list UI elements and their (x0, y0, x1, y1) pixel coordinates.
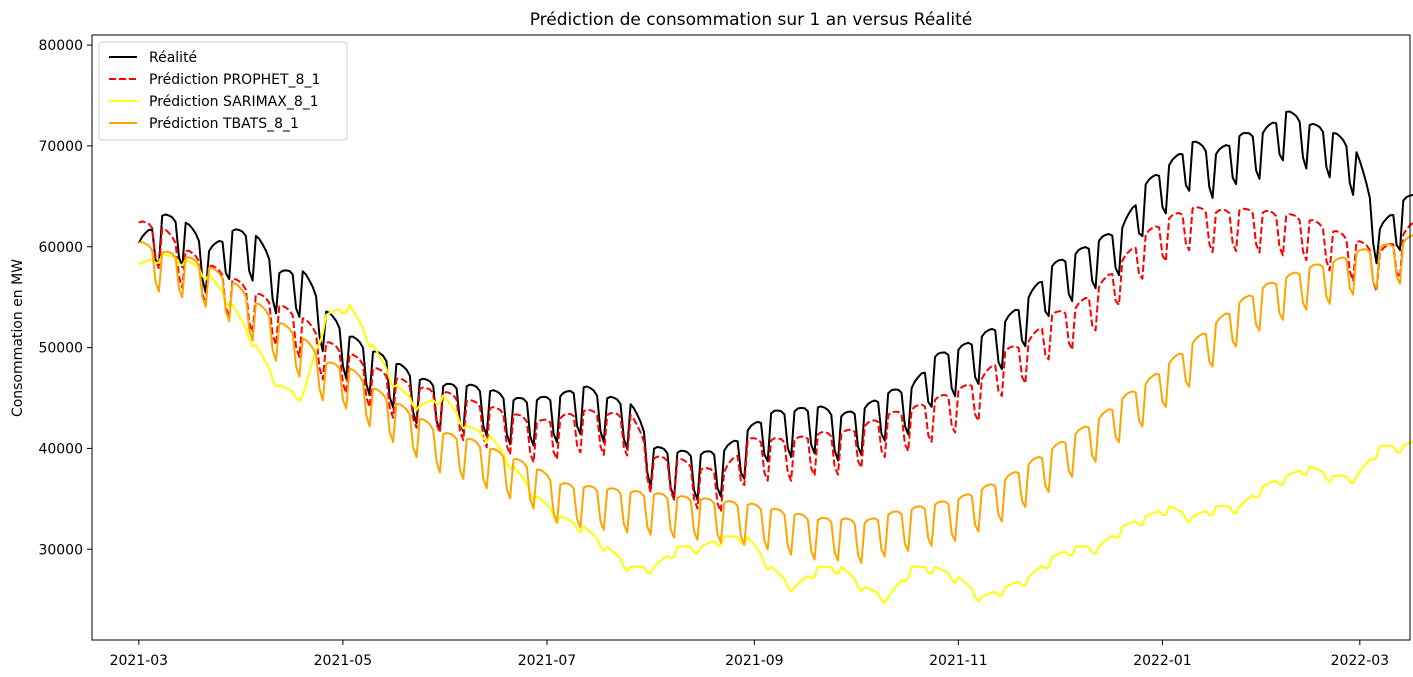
legend-label: Prédiction PROPHET_8_1 (149, 72, 320, 88)
chart-title: Prédiction de consommation sur 1 an vers… (530, 10, 973, 30)
y-tick-label: 40000 (38, 441, 83, 457)
legend: Réalité Prédiction PROPHET_8_1 Prédiction … (98, 41, 348, 141)
x-tick-label: 2021-07 (518, 653, 577, 669)
legend-box (98, 41, 348, 141)
legend-label: Prédiction SARIMAX_8_1 (149, 94, 319, 110)
x-tick-label: 2021-11 (929, 653, 988, 669)
series-line-pr-diction-prophet-8-1 (138, 206, 1413, 513)
series-line-pr-diction-sarimax-8-1 (138, 253, 1413, 604)
y-axis-label: Consommation en MW (10, 259, 26, 417)
series-layer (137, 110, 1413, 604)
x-tick-label: 2022-01 (1133, 653, 1192, 669)
plot-frame (91, 34, 1411, 641)
legend-label: Réalité (149, 50, 197, 66)
x-tick-label: 2021-03 (110, 653, 169, 669)
y-tick-label: 30000 (38, 542, 83, 558)
y-tick-label: 70000 (38, 139, 83, 155)
series-line-pr-diction-tbats-8-1 (138, 234, 1413, 564)
y-axis: 30000 40000 50000 60000 70000 80000 (38, 38, 92, 558)
legend-label: Prédiction TBATS_8_1 (149, 116, 299, 132)
y-tick-label: 50000 (38, 341, 83, 357)
series-line-r-alit (137, 110, 1413, 501)
x-tick-label: 2021-09 (725, 653, 784, 669)
x-axis: 2021-03 2021-05 2021-07 2021-09 2021-11 2022-… (110, 640, 1389, 669)
x-tick-label: 2021-05 (314, 653, 373, 669)
y-tick-label: 60000 (38, 240, 83, 256)
x-tick-label: 2022-03 (1331, 653, 1390, 669)
y-tick-label: 80000 (38, 38, 83, 54)
